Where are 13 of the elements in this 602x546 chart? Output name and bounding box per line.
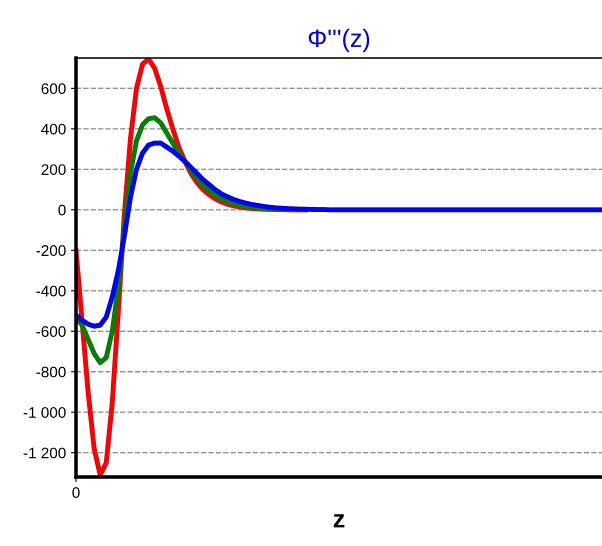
y-tick-label: 200 [42,164,66,176]
y-tick-label: 400 [41,124,66,135]
chart-title: Φ'''(z) [308,28,370,52]
y-tick-label: -400 [36,286,66,296]
y-tick-label: 600 [42,83,66,94]
x-axis-title: z [334,514,344,528]
y-tick-label: -800 [36,366,66,378]
line-series [76,140,602,329]
y-tick-label: 0 [58,204,66,216]
y-tick-label: -1 000 [24,407,66,418]
y-tick-label: -200 [36,245,66,256]
y-tick-label: -1 200 [24,448,66,458]
y-tick-label: -600 [36,326,66,337]
